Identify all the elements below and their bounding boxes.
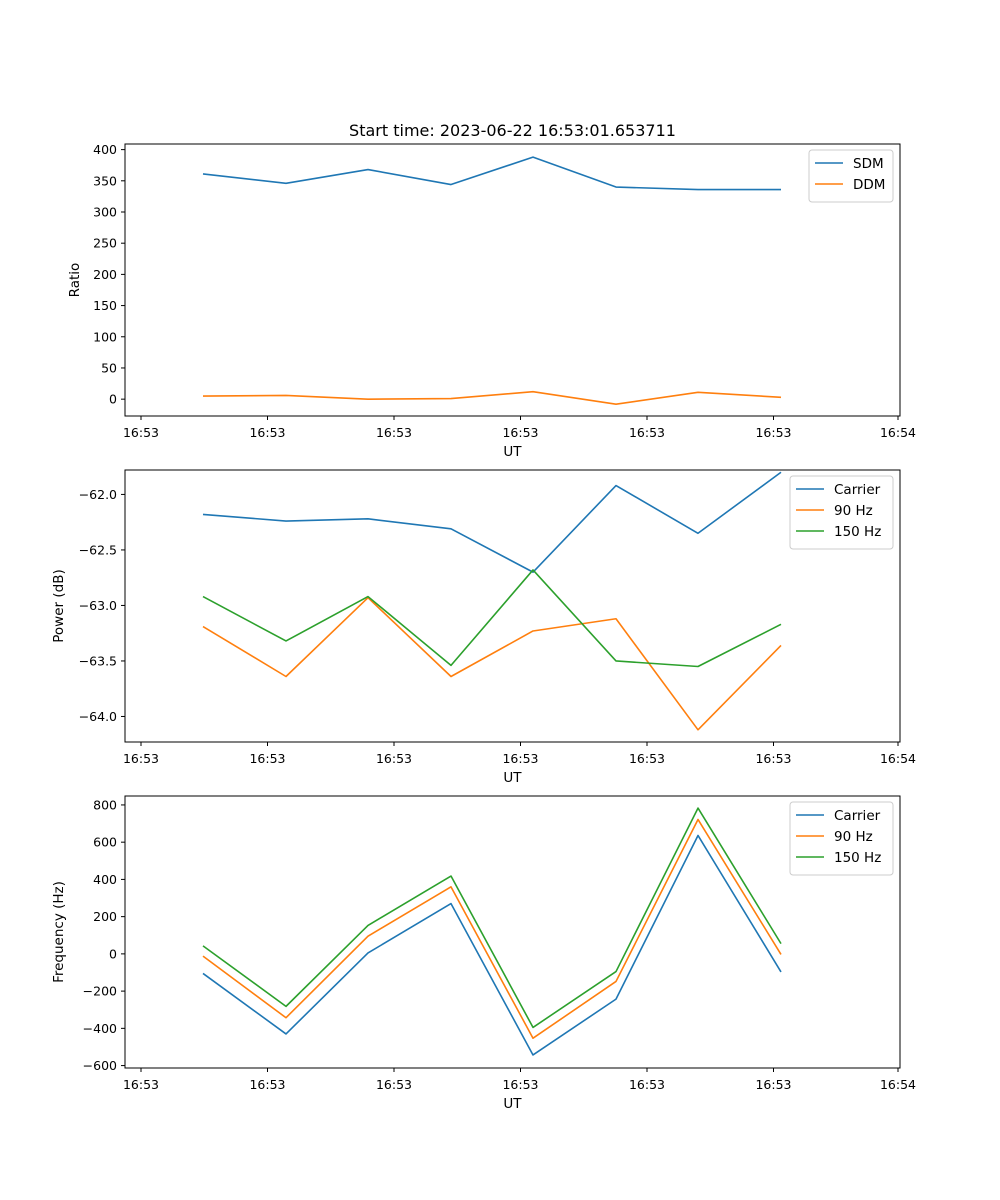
legend: SDM DDM <box>808 149 894 203</box>
series-line-90-hz <box>202 818 782 1040</box>
legend-label: Carrier <box>834 808 881 824</box>
y-tick-label: 0 <box>109 392 117 407</box>
x-tick-label: 16:54 <box>880 751 916 766</box>
series-line-ddm <box>202 390 782 405</box>
x-tick-label: 16:54 <box>880 1077 916 1092</box>
x-tick-label: 16:53 <box>123 425 159 440</box>
y-tick-label: 150 <box>93 298 117 313</box>
legend-label: 150 Hz <box>834 524 881 540</box>
y-axis-label: Ratio <box>67 263 83 298</box>
legend-label: Carrier <box>834 482 881 498</box>
x-tick-label: 16:53 <box>502 425 538 440</box>
x-tick-label: 16:53 <box>755 1077 791 1092</box>
x-tick-label: 16:53 <box>502 751 538 766</box>
y-tick-label: 300 <box>93 205 117 220</box>
y-tick-label: 200 <box>93 909 117 924</box>
y-tick-label: −63.5 <box>79 653 117 668</box>
x-tick-label: 16:53 <box>755 425 791 440</box>
y-tick-label: −200 <box>83 984 117 999</box>
y-tick-label: 400 <box>93 142 117 157</box>
x-tick-label: 16:53 <box>376 425 412 440</box>
x-tick-label: 16:53 <box>249 425 285 440</box>
x-tick-label: 16:54 <box>880 425 916 440</box>
legend-label: 90 Hz <box>834 503 873 519</box>
series-line-150-hz <box>202 807 782 1029</box>
x-tick-label: 16:53 <box>629 425 665 440</box>
x-tick-label: 16:53 <box>249 751 285 766</box>
x-tick-label: 16:53 <box>755 751 791 766</box>
y-tick-label: −62.0 <box>79 487 117 502</box>
x-axis-label: UT <box>503 1096 522 1112</box>
x-tick-label: 16:53 <box>502 1077 538 1092</box>
y-tick-label: 200 <box>93 267 117 282</box>
axes-frame <box>124 143 901 417</box>
x-tick-label: 16:53 <box>629 751 665 766</box>
series-line-carrier <box>202 834 782 1056</box>
x-tick-label: 16:53 <box>123 1077 159 1092</box>
legend-label: 150 Hz <box>834 850 881 866</box>
legend: Carrier 90 Hz 150 Hz <box>789 801 894 876</box>
series-line-90-hz <box>202 596 782 731</box>
y-tick-label: −62.5 <box>79 542 117 557</box>
y-tick-label: 100 <box>93 329 117 344</box>
y-tick-label: −400 <box>83 1021 117 1036</box>
series-line-150-hz <box>202 569 782 668</box>
x-tick-label: 16:53 <box>629 1077 665 1092</box>
y-axis-label: Frequency (Hz) <box>51 881 67 983</box>
y-tick-label: 0 <box>109 946 117 961</box>
x-tick-label: 16:53 <box>376 1077 412 1092</box>
y-tick-label: 50 <box>101 360 117 375</box>
x-tick-label: 16:53 <box>376 751 412 766</box>
legend-label: SDM <box>853 156 884 172</box>
chart-panel-1: 16:53 16:53 16:53 16:53 16:53 16:53 16:54 0 50 10… <box>67 142 916 460</box>
chart-panel-3: 16:53 16:53 16:53 16:53 16:53 16:53 16:54 −600 −… <box>51 795 916 1112</box>
chart-panel-2: 16:53 16:53 16:53 16:53 16:53 16:53 16:54 −64.0… <box>51 469 916 786</box>
legend-label: 90 Hz <box>834 829 873 845</box>
x-tick-label: 16:53 <box>123 751 159 766</box>
y-tick-label: −63.0 <box>79 598 117 613</box>
axes-frame <box>124 469 901 743</box>
y-tick-label: −600 <box>83 1058 117 1073</box>
series-line-sdm <box>202 156 781 191</box>
y-tick-label: 400 <box>93 872 117 887</box>
legend: Carrier 90 Hz 150 Hz <box>789 475 894 550</box>
y-axis-label: Power (dB) <box>51 569 67 642</box>
y-tick-label: −64.0 <box>79 709 117 724</box>
x-axis-label: UT <box>503 770 522 786</box>
y-tick-label: 800 <box>93 797 117 812</box>
y-tick-label: 250 <box>93 236 117 251</box>
x-axis-label: UT <box>503 444 522 460</box>
chart-panels: 16:53 16:53 16:53 16:53 16:53 16:53 16:54 0 50 10… <box>51 142 916 1112</box>
x-tick-label: 16:53 <box>249 1077 285 1092</box>
y-tick-label: 350 <box>93 173 117 188</box>
y-tick-label: 600 <box>93 835 117 850</box>
legend-label: DDM <box>853 177 885 193</box>
series-line-carrier <box>202 471 782 573</box>
figure-title: Start time: 2023-06-22 16:53:01.653711 <box>349 121 676 140</box>
axes-frame <box>124 795 901 1069</box>
